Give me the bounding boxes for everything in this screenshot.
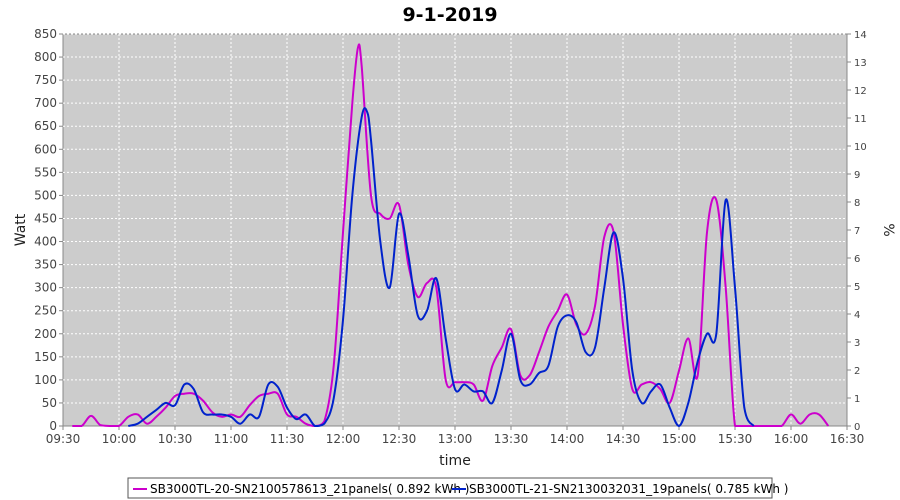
y-axis-ticks: 0 50 100 150 200 250 300 350 400 450 500 550 600 650 7…	[34, 27, 63, 433]
x-tick-label: 16:00	[774, 432, 809, 446]
y2-tick-label: 10	[854, 142, 867, 153]
y-tick-label: 250	[34, 304, 57, 318]
x-tick-label: 12:00	[326, 432, 361, 446]
legend: SB3000TL-20-SN2100578613_21panels( 0.892…	[127, 477, 788, 499]
y2-tick-label: 4	[854, 310, 860, 321]
y-tick-label: 650	[34, 119, 57, 133]
y-tick-label: 50	[42, 396, 57, 410]
y-tick-label: 450	[34, 211, 57, 225]
y-tick-label: 750	[34, 73, 57, 87]
x-tick-label: 10:00	[102, 432, 137, 446]
x-tick-label: 12:30	[382, 432, 417, 446]
y2-axis-label: %	[880, 223, 896, 236]
y2-tick-label: 1	[854, 394, 860, 405]
x-axis-ticks: 09:30 10:00 10:30 11:00 11:30 12:00 12:30 13:00…	[46, 426, 865, 446]
series-lines	[72, 43, 830, 427]
y2-tick-label: 13	[854, 58, 867, 69]
y2-tick-label: 9	[854, 170, 860, 181]
series-line-1	[72, 43, 830, 427]
y-tick-label: 0	[49, 419, 57, 433]
x-tick-label: 09:30	[46, 432, 81, 446]
y2-tick-label: 5	[854, 282, 860, 293]
y-tick-label: 350	[34, 258, 57, 272]
grid-lines	[63, 33, 847, 426]
y-tick-label: 400	[34, 235, 57, 249]
x-tick-label: 11:00	[214, 432, 249, 446]
y2-tick-label: 0	[854, 422, 860, 433]
y-tick-label: 550	[34, 165, 57, 179]
x-tick-label: 10:30	[158, 432, 193, 446]
legend-entry-series-2: SB3000TL-21-SN2130032031_19panels( 0.785…	[469, 482, 788, 496]
x-tick-label: 13:30	[494, 432, 529, 446]
x-tick-label: 16:30	[830, 432, 865, 446]
x-tick-label: 13:00	[438, 432, 473, 446]
y-tick-label: 850	[34, 27, 57, 41]
x-tick-label: 14:30	[606, 432, 641, 446]
y-tick-label: 200	[34, 327, 57, 341]
series-line-2	[128, 107, 755, 427]
y-tick-label: 800	[34, 50, 57, 64]
y-tick-label: 100	[34, 373, 57, 387]
y-tick-label: 600	[34, 142, 57, 156]
y2-tick-label: 3	[854, 338, 860, 349]
legend-box	[127, 477, 773, 499]
x-axis-label: time	[439, 453, 471, 469]
y2-tick-label: 8	[854, 198, 860, 209]
x-tick-label: 14:00	[550, 432, 585, 446]
legend-entry-series-1: SB3000TL-20-SN2100578613_21panels( 0.892…	[150, 482, 469, 496]
y-tick-label: 700	[34, 96, 57, 110]
y2-tick-label: 7	[854, 226, 860, 237]
y-tick-label: 150	[34, 350, 57, 364]
x-tick-label: 15:30	[718, 432, 753, 446]
y-axis-label: Watt	[13, 213, 29, 246]
x-tick-label: 11:30	[270, 432, 305, 446]
y2-tick-label: 6	[854, 254, 860, 265]
y2-tick-label: 12	[854, 86, 867, 97]
y-tick-label: 500	[34, 188, 57, 202]
y2-tick-label: 11	[854, 114, 867, 125]
y-tick-label: 300	[34, 281, 57, 295]
chart-title: 9-1-2019	[402, 4, 497, 26]
y2-tick-label: 2	[854, 366, 860, 377]
x-tick-label: 15:00	[662, 432, 697, 446]
y2-tick-label: 14	[854, 30, 867, 41]
